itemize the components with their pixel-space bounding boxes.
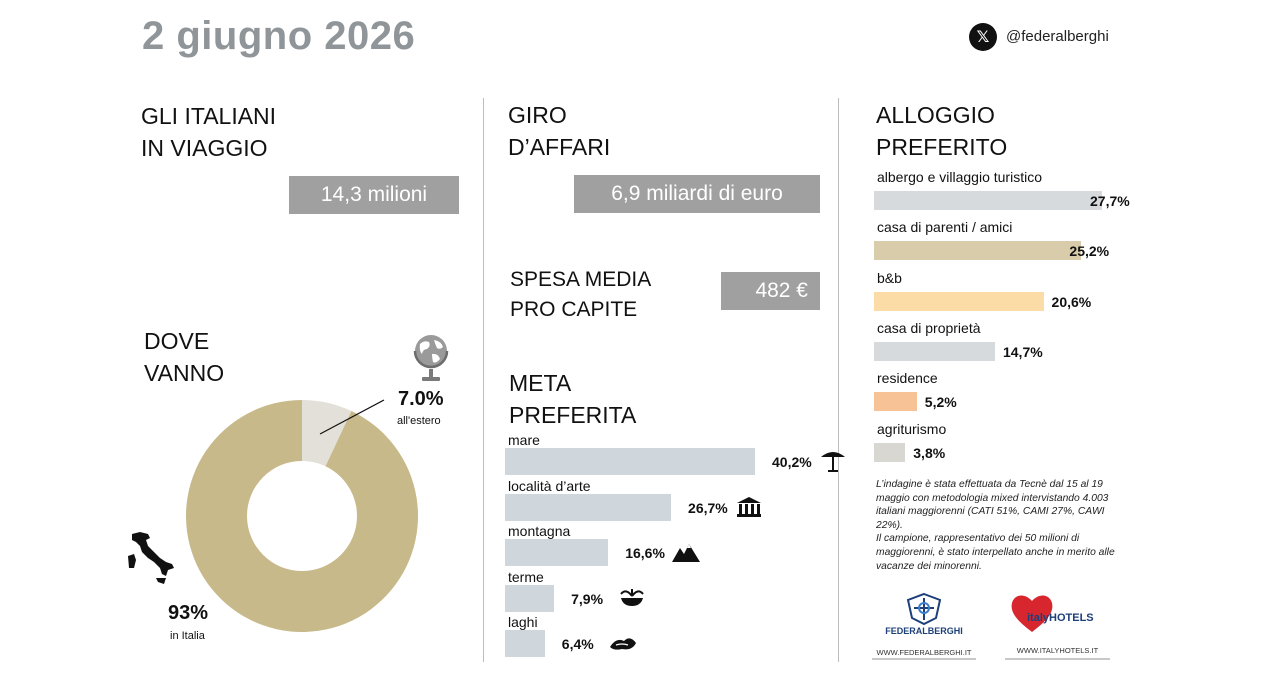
affari-heading: GIRO D’AFFARI: [508, 102, 611, 160]
meta-bar-value: 7,9%: [571, 590, 604, 607]
alloggio-bar-value: 14,7%: [1002, 343, 1043, 360]
italia-label: in Italia: [170, 630, 205, 642]
globe-icon: [413, 335, 449, 381]
viaggio-heading: GLI ITALIANI IN VIAGGIO: [141, 103, 277, 161]
alloggio-bar-value: 20,6%: [1051, 293, 1092, 310]
alloggio-bar-label: agriturismo: [877, 420, 947, 437]
alloggio-bar-label: albergo e villaggio turistico: [877, 169, 1042, 185]
estero-value: 7.0%: [398, 388, 444, 410]
italyhotels-name: italyHOTELS: [1027, 612, 1094, 624]
alloggio-bar-value: 5,2%: [924, 394, 957, 411]
alloggio-bar-label: casa di parenti / amici: [877, 219, 1013, 236]
alloggio-bar: [874, 341, 995, 361]
page-date: 2 giugno 2026: [142, 14, 416, 58]
column-divider: [838, 98, 839, 662]
alloggio-bar-label: b&b: [877, 269, 902, 286]
estero-label: all'estero: [397, 415, 441, 427]
alloggio-bar-value: 3,8%: [913, 444, 946, 461]
meta-bar-label: laghi: [508, 614, 538, 630]
federalberghi-emblem-icon: [906, 592, 942, 626]
survey-note: L’indagine è stata effettuata da Tecnè d…: [876, 479, 1115, 572]
dove-donut-chart: [186, 400, 418, 632]
x-logo-icon[interactable]: 𝕏: [969, 23, 997, 51]
italy-map-icon: [128, 532, 174, 584]
spa-fountain-icon: [620, 588, 644, 606]
meta-bar: [505, 539, 609, 566]
affari-value-box: 6,9 miliardi di euro: [574, 175, 820, 213]
beach-umbrella-icon: [821, 452, 845, 472]
alloggio-bar: [874, 191, 1102, 210]
alloggio-heading: ALLOGGIO PREFERITO: [876, 102, 1008, 160]
alloggio-bar-label: residence: [877, 370, 938, 387]
italyhotels-logo[interactable]: italyHOTELS WWW.ITALYHOTELS.IT: [1005, 590, 1110, 660]
spesa-heading: SPESA MEDIA PRO CAPITE: [510, 268, 652, 321]
meta-bar-value: 6,4%: [561, 636, 594, 652]
meta-heading: META PREFERITA: [509, 370, 637, 428]
meta-bar-value: 16,6%: [625, 545, 665, 561]
meta-bar-label: località d’arte: [508, 477, 591, 494]
federalberghi-url[interactable]: WWW.FEDERALBERGHI.IT: [876, 648, 972, 657]
column-divider: [483, 98, 484, 662]
meta-bar: [505, 493, 672, 521]
meta-bar-value: 40,2%: [772, 454, 812, 470]
estero-leader-line: [319, 399, 385, 435]
federalberghi-logo[interactable]: FEDERALBERGHI WWW.FEDERALBERGHI.IT: [872, 590, 976, 660]
mountain-icon: [672, 544, 701, 562]
alloggio-bar-value: 25,2%: [1069, 243, 1110, 260]
alloggio-bar: [874, 241, 1082, 261]
alloggio-bar: [874, 291, 1044, 311]
meta-bar-label: mare: [508, 432, 540, 448]
alloggio-bar: [874, 442, 906, 462]
alloggio-bar: [874, 392, 917, 412]
meta-bar-label: terme: [508, 568, 544, 585]
alloggio-bar-label: casa di proprietà: [877, 319, 981, 336]
meta-bar: [505, 584, 555, 612]
meta-bar: [505, 630, 545, 657]
meta-bar-label: montagna: [508, 523, 571, 539]
heart-icon: [1011, 595, 1053, 632]
viaggio-value-box: 14,3 milioni: [289, 176, 459, 214]
italyhotels-url[interactable]: WWW.ITALYHOTELS.IT: [1016, 646, 1099, 655]
dove-heading: DOVE VANNO: [144, 328, 225, 386]
meta-bar-value: 26,7%: [688, 499, 728, 516]
museum-icon: [737, 496, 762, 517]
alloggio-bar-value: 27,7%: [1090, 193, 1130, 209]
meta-bar: [505, 448, 755, 475]
spesa-value-box: 482 €: [721, 272, 820, 310]
lake-icon: [609, 638, 636, 650]
social-handle[interactable]: @federalberghi: [1006, 28, 1109, 45]
italia-value: 93%: [168, 602, 209, 624]
federalberghi-name: FEDERALBERGHI: [885, 626, 963, 636]
